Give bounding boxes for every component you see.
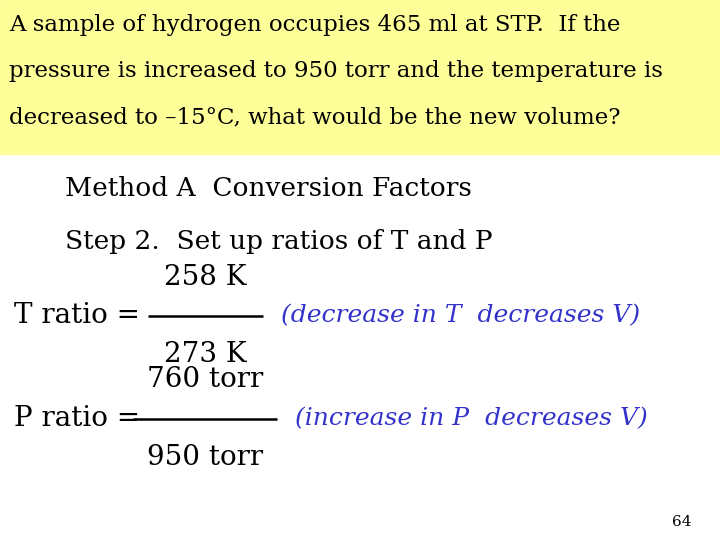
- Text: 950 torr: 950 torr: [147, 444, 264, 471]
- Text: 258 K: 258 K: [164, 264, 246, 291]
- Text: 760 torr: 760 torr: [147, 366, 264, 393]
- Text: (decrease in T  decreases V): (decrease in T decreases V): [281, 305, 640, 327]
- Text: Method A  Conversion Factors: Method A Conversion Factors: [65, 176, 472, 200]
- Text: P ratio =: P ratio =: [14, 405, 150, 432]
- Text: A sample of hydrogen occupies 465 ml at STP.  If the: A sample of hydrogen occupies 465 ml at …: [9, 14, 620, 36]
- Text: Step 2.  Set up ratios of T and P: Step 2. Set up ratios of T and P: [65, 230, 492, 254]
- Text: decreased to –15°C, what would be the new volume?: decreased to –15°C, what would be the ne…: [9, 107, 620, 129]
- Text: 64: 64: [672, 515, 691, 529]
- FancyBboxPatch shape: [0, 0, 720, 154]
- Text: 273 K: 273 K: [164, 341, 246, 368]
- Text: pressure is increased to 950 torr and the temperature is: pressure is increased to 950 torr and th…: [9, 60, 662, 82]
- Text: T ratio =: T ratio =: [14, 302, 149, 329]
- Text: (increase in P  decreases V): (increase in P decreases V): [295, 407, 648, 430]
